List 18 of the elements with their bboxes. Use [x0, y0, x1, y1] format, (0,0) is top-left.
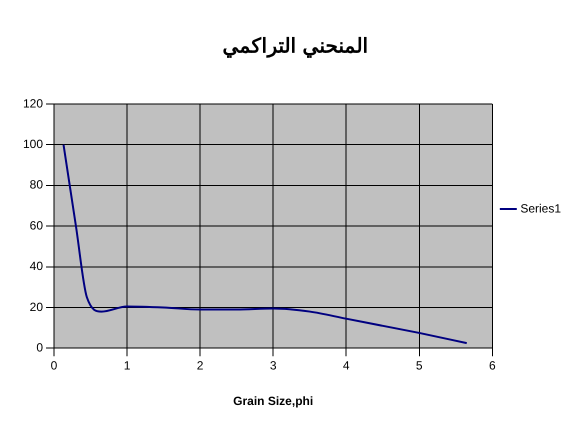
x-tick-label: 1 — [124, 358, 131, 373]
chart-title: المنحني التراكمي — [222, 36, 368, 59]
x-tick-label: 6 — [488, 358, 496, 373]
line-series — [62, 144, 468, 344]
x-tick-label: 3 — [270, 358, 277, 373]
y-tick-label: 40 — [30, 259, 44, 274]
y-tick-label: 20 — [30, 300, 44, 314]
x-tick-label: 5 — [416, 358, 423, 373]
x-tick-label: 2 — [196, 358, 204, 373]
x-tick-label: 0 — [50, 358, 58, 373]
y-tick-label: 60 — [30, 218, 44, 232]
x-axis-title: Grain Size,phi — [233, 394, 314, 408]
legend-label: Series1 — [520, 201, 562, 216]
y-tick-label: 100 — [22, 137, 44, 152]
y-tick-label: 120 — [22, 96, 44, 110]
y-tick-label: 80 — [30, 178, 44, 192]
y-tick-label: 0 — [36, 340, 44, 355]
x-tick-label: 4 — [342, 358, 350, 373]
